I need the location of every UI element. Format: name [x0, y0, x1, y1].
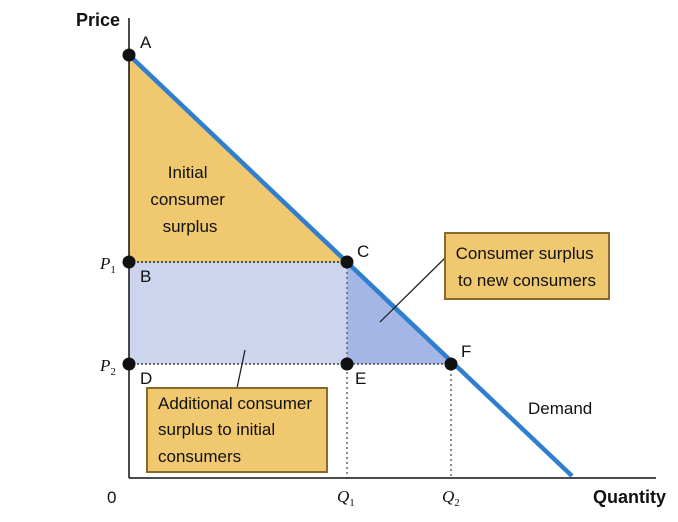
additional-consumer-surplus-area: [129, 262, 347, 364]
point-b-label: B: [140, 267, 151, 286]
x-axis-title: Quantity: [593, 487, 666, 507]
point-e-label: E: [355, 369, 366, 388]
p1-tick-label: P1: [99, 254, 116, 276]
additional-callout-box: [146, 387, 328, 473]
additional-callout-text: Additional consumer surplus to initial c…: [158, 394, 317, 466]
new-consumers-callout-text: Consumer surplus to new consumers: [456, 244, 599, 290]
point-f-label: F: [461, 342, 471, 361]
y-axis-title: Price: [76, 10, 120, 30]
q2-tick-label: Q2: [442, 487, 460, 509]
initial-surplus-label: Initial consumer surplus: [150, 163, 229, 236]
point-d-label: D: [140, 369, 152, 388]
new-consumers-leader-line: [379, 257, 446, 323]
demand-curve-label: Demand: [528, 399, 592, 418]
q1-tick-label: Q1: [337, 487, 355, 509]
origin-label: 0: [107, 488, 116, 507]
point-c-marker: [340, 255, 354, 269]
point-b-marker: [122, 255, 136, 269]
p2-tick-label: P2: [99, 356, 116, 378]
point-a-marker: [122, 48, 136, 62]
point-d-marker: [122, 357, 136, 371]
point-f-marker: [444, 357, 458, 371]
point-e-marker: [340, 357, 354, 371]
additional-leader-line: [236, 349, 246, 389]
new-consumers-callout-box: [444, 232, 610, 300]
point-a-label: A: [140, 33, 152, 52]
point-c-label: C: [357, 242, 369, 261]
